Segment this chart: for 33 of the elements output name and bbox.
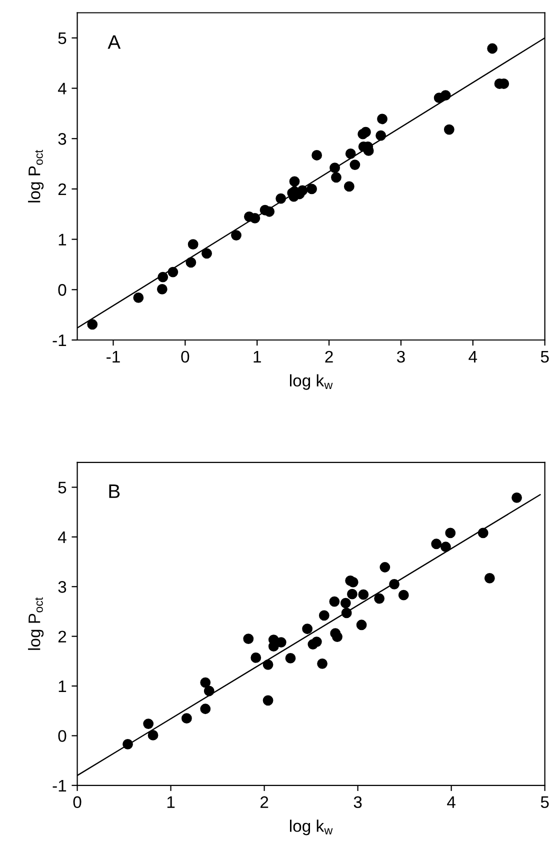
x-tick-label: 1	[167, 796, 175, 808]
annotation: B	[109, 484, 120, 498]
y-tick-label: 2	[58, 183, 66, 195]
y-tick-label: 4	[58, 82, 66, 94]
x-axis-title: log k$_{w}$	[290, 374, 333, 390]
x-tick-label: 4	[468, 351, 478, 362]
y-tick-label: 5	[58, 32, 66, 44]
x-tick-label: 5	[540, 351, 549, 363]
x-tick-label: 3	[396, 350, 405, 363]
y-axis-title: log P$_{oct}$	[28, 150, 44, 202]
y-tick-label: 1	[58, 680, 66, 692]
y-tick-label: 0	[58, 284, 66, 296]
y-tick-label: -1	[52, 334, 66, 346]
y-tick-label: -1	[52, 780, 66, 792]
y-axis-title: log P$_{oct}$	[28, 597, 44, 650]
x-tick-label: 2	[325, 350, 333, 362]
x-tick-label: 1	[254, 351, 261, 362]
x-tick-label: 0	[181, 350, 190, 363]
y-tick-label: 3	[58, 581, 66, 593]
x-axis-title: log k$_{w}$	[290, 820, 333, 836]
x-tick-label: 5	[540, 796, 549, 808]
x-tick-label: -1	[106, 351, 120, 362]
y-tick-label: 3	[58, 133, 66, 145]
annotation: A	[108, 35, 121, 49]
y-tick-label: 5	[58, 482, 66, 494]
x-tick-label: 4	[447, 796, 456, 808]
x-tick-label: 0	[73, 796, 82, 808]
y-tick-label: 4	[58, 532, 66, 543]
y-tick-label: 2	[58, 630, 66, 642]
x-tick-label: 3	[354, 796, 362, 808]
y-tick-label: 0	[58, 730, 66, 742]
y-tick-label: 1	[58, 234, 66, 246]
x-tick-label: 2	[260, 796, 268, 808]
